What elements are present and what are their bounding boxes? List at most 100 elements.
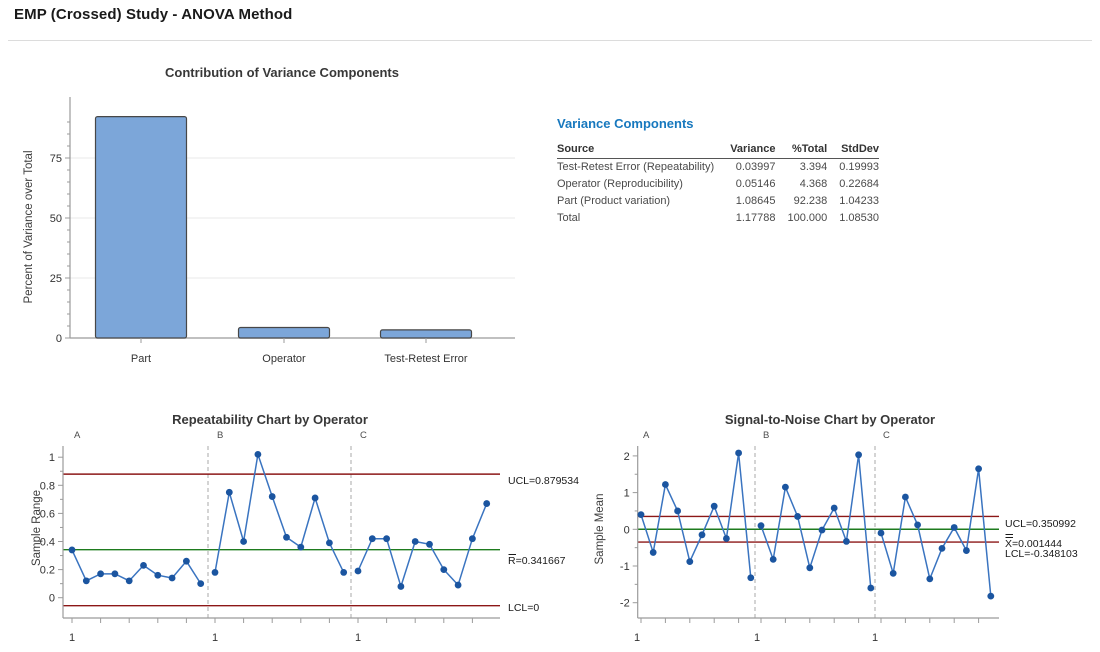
source-cell: Total [557,211,581,224]
data-point [397,583,405,590]
column-header-variance: Variance [718,142,776,159]
y-tick-label: 0.4 [40,537,55,549]
x-section-label: 1 [634,632,640,644]
data-point [168,574,176,582]
data-point [843,538,850,545]
table-row-total: Total 1.17788 100.000 1.08530 [557,209,879,226]
data-point [686,558,694,565]
y-tick-label: 25 [50,273,62,285]
data-point [97,570,104,578]
variance-components-panel: Variance Components Source Variance %Total… [557,116,897,226]
series-line-c [880,468,992,597]
source-cell: Test-Retest Error (Repeatability) [557,161,715,174]
source-cell: Operator (Reproducibility) [557,178,683,191]
operator-label-c: C [883,430,890,441]
data-point [637,511,645,519]
data-point [938,544,946,552]
y-tick-label: 0 [49,593,55,605]
data-point [963,547,970,554]
column-header-total: %Total [775,142,828,159]
operator-label-b: B [217,430,223,441]
chart-title: Contribution of Variance Components [165,65,399,80]
data-point [283,533,290,541]
chart-title: Signal-to-Noise Chart by Operator [725,412,935,427]
table-header-row: Source Variance %Total StdDev [557,142,879,159]
data-point [197,580,205,588]
data-point [757,522,765,530]
data-point [154,571,162,579]
y-tick-label: 0.8 [40,480,55,492]
data-point [769,555,777,563]
value-cell: 1.17788 [735,211,776,224]
operator-label-b: B [763,430,769,441]
column-header-source: Source [557,142,719,159]
page-title: EMP (Crossed) Study - ANOVA Method [14,6,293,23]
data-point [311,494,319,502]
contribution-of-variance-chart: Contribution of Variance Components Perc… [23,65,515,365]
data-point [183,557,190,565]
y-tick-label: 0.6 [40,508,55,520]
data-point [111,570,119,578]
y-tick-label: 1 [624,488,630,500]
data-point [483,500,491,507]
data-point [698,531,706,539]
data-point [818,526,826,534]
data-point [82,577,90,585]
table-row-part-product-variation: Part (Product variation) 1.08645 92.238 1.0… [557,193,879,210]
value-cell: 0.22684 [839,178,879,191]
y-tick-label: 75 [50,153,62,165]
value-cell: 1.04233 [839,194,879,207]
cl-label: R=0.341667 [508,555,566,567]
data-point [649,549,657,556]
series-line-b [214,454,345,573]
data-point [950,524,958,531]
repeatability-chart: Repeatability Chart by Operator Sample R… [31,412,579,644]
series-line-a [71,549,202,585]
lcl-label: LCL=-0.348103 [1005,548,1078,560]
table-title: Variance Components [557,116,694,131]
data-point [411,538,419,545]
data-point [326,539,333,547]
category-label: Test-Retest Error [384,353,467,365]
value-cell: 100.000 [787,211,828,224]
data-point [794,513,801,520]
x-section-label: 1 [872,632,878,644]
value-cell: 4.368 [799,178,828,191]
cl-label: X=0.001444 [1005,538,1062,550]
series-line-b [760,454,872,589]
data-point [782,483,789,491]
data-point [368,535,376,543]
data-point [426,540,433,548]
y-tick-label: 0 [56,333,62,345]
data-point [268,493,276,500]
series-line-c [357,503,488,590]
y-tick-label: 1 [49,452,55,464]
value-cell: 0.03997 [735,161,776,174]
x-section-label: 1 [69,632,75,644]
ucl-label: UCL=0.350992 [1005,518,1076,530]
y-tick-label: -1 [620,561,630,573]
data-point [830,504,838,512]
y-tick-label: 50 [50,213,62,225]
y-tick-label: 0 [624,524,630,536]
column-header-stddev: StdDev [827,142,879,159]
data-point [211,569,219,576]
chart-title: Repeatability Chart by Operator [172,412,368,427]
data-point [889,569,897,577]
data-point [469,535,476,543]
data-point [806,564,814,572]
signal-to-noise-chart: Signal-to-Noise Chart by Operator Sample… [594,412,1078,644]
x-section-label: 1 [754,632,760,644]
data-point [747,574,755,582]
ucl-label: UCL=0.879534 [508,475,579,487]
y-axis-label: Sample Range [31,490,43,566]
x-section-label: 1 [212,632,218,644]
data-point [297,543,305,551]
y-axis-label: Percent of Variance over Total [23,151,35,304]
value-cell: 92.238 [793,194,828,207]
y-tick-label: -2 [620,598,630,610]
data-point [855,451,862,459]
y-tick-label: 2 [624,451,630,463]
